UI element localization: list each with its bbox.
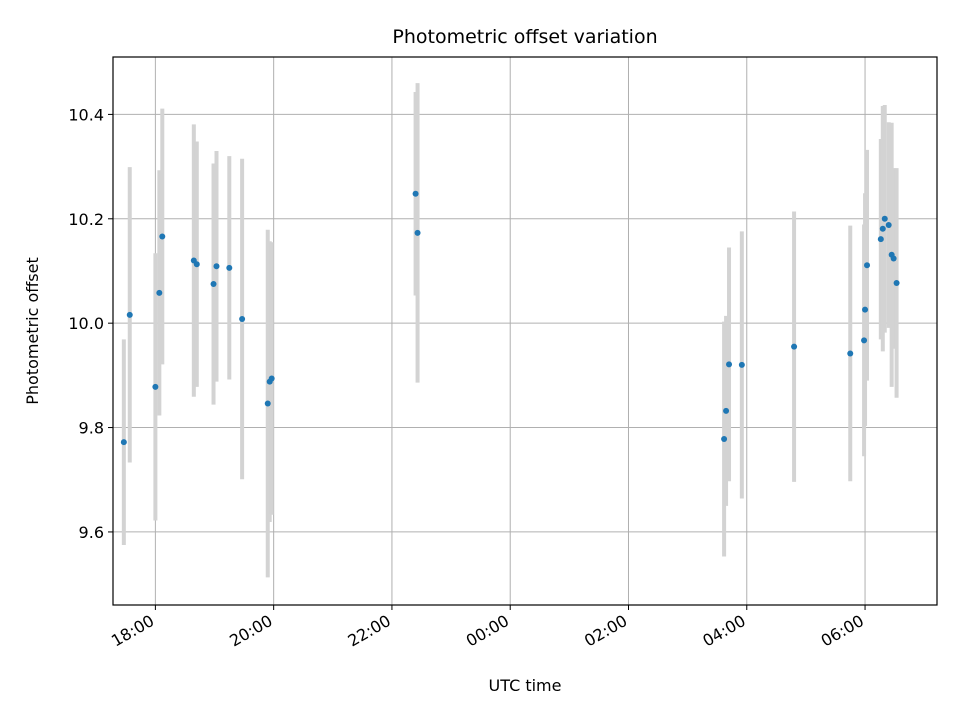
y-tick-label: 10.0 xyxy=(68,314,104,333)
data-point xyxy=(885,222,892,229)
y-tick-label: 10.2 xyxy=(68,210,104,229)
data-point xyxy=(847,350,854,357)
data-point xyxy=(862,306,869,313)
data-point xyxy=(721,436,728,443)
data-point xyxy=(864,262,871,269)
y-axis-label: Photometric offset xyxy=(23,257,42,405)
data-point xyxy=(156,289,163,296)
y-tick-label: 9.8 xyxy=(79,419,104,438)
data-point xyxy=(152,383,159,390)
data-point xyxy=(264,400,271,407)
data-point xyxy=(239,315,246,322)
data-point xyxy=(210,281,217,288)
data-point xyxy=(879,225,886,232)
data-points xyxy=(120,190,900,446)
data-point xyxy=(877,236,884,243)
data-point xyxy=(126,311,133,318)
data-point xyxy=(723,407,730,414)
chart-title: Photometric offset variation xyxy=(392,26,657,48)
data-point xyxy=(159,233,166,240)
data-point xyxy=(414,229,421,236)
data-point xyxy=(726,361,733,368)
data-point xyxy=(890,255,897,262)
data-point xyxy=(193,261,200,268)
data-point xyxy=(738,361,745,368)
data-point xyxy=(226,264,233,271)
plot-frame xyxy=(112,56,938,606)
y-tick-label: 9.6 xyxy=(79,523,104,542)
y-axis-ticks: 9.6 9.8 10.0 10.2 10.4 xyxy=(68,105,113,542)
data-point xyxy=(120,439,127,446)
data-point xyxy=(213,263,220,270)
grid-lines xyxy=(113,57,937,605)
data-point xyxy=(893,279,900,286)
data-point xyxy=(861,337,868,344)
data-point xyxy=(791,343,798,350)
data-point xyxy=(412,190,419,197)
data-point xyxy=(268,375,275,382)
y-tick-label: 10.4 xyxy=(68,105,104,124)
x-axis-label: UTC time xyxy=(489,676,562,695)
data-point xyxy=(881,215,888,222)
